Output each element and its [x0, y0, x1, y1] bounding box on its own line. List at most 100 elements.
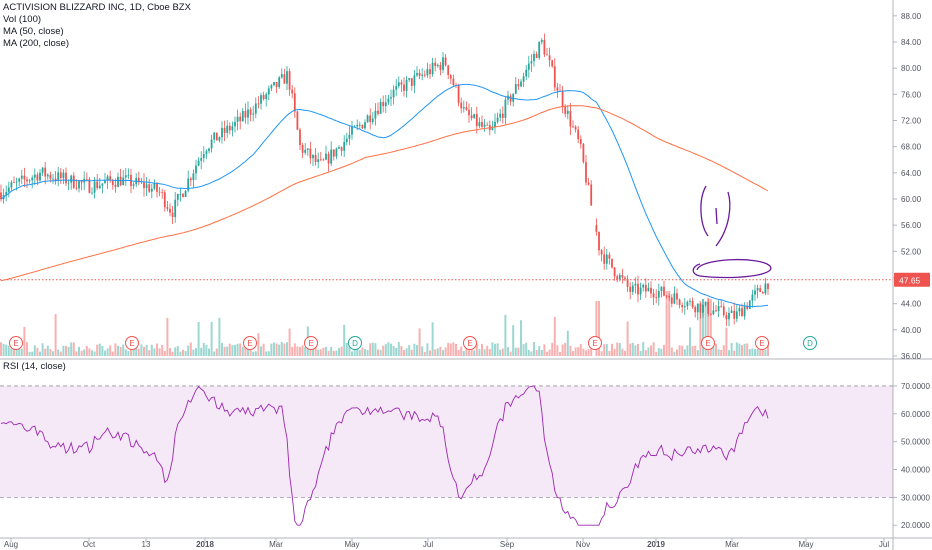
candle-body	[540, 39, 543, 43]
volume-bar	[574, 347, 577, 356]
volume-bar	[179, 351, 182, 356]
candle-body	[501, 113, 504, 118]
candle-body	[400, 82, 403, 85]
volume-bar	[741, 345, 743, 356]
volume-bar	[447, 342, 450, 356]
volume-bar	[644, 350, 647, 356]
candle-body	[65, 172, 67, 184]
candle-body	[748, 300, 751, 309]
volume-bar	[15, 346, 18, 356]
volume-bar	[395, 347, 398, 356]
volume-bar	[761, 347, 764, 356]
candle-body	[439, 64, 442, 70]
candle-body	[161, 191, 164, 193]
candle-body	[150, 188, 153, 192]
volume-bar	[631, 342, 634, 356]
earnings-marker	[588, 336, 602, 350]
volume-bar	[499, 349, 502, 356]
candle-body	[694, 307, 697, 313]
candle-body	[600, 250, 603, 255]
volume-bar	[182, 349, 184, 356]
candle-body	[499, 113, 502, 118]
volume-bar	[338, 347, 340, 356]
candle-body	[509, 95, 512, 102]
volume-bar	[585, 350, 587, 356]
volume-label: Vol (100)	[3, 14, 42, 25]
volume-bar	[202, 342, 205, 356]
volume-bar	[210, 321, 213, 356]
candle-body	[613, 267, 616, 277]
volume-bar	[234, 344, 236, 356]
volume-bar	[208, 348, 210, 356]
volume-bar	[553, 316, 556, 356]
candle-body	[301, 145, 304, 153]
volume-bar	[2, 343, 5, 356]
candle-body	[187, 178, 190, 191]
volume-bar	[236, 343, 239, 356]
volume-bar	[39, 351, 41, 356]
candle-body	[754, 290, 756, 295]
candle-body	[174, 199, 177, 218]
candle-body	[639, 287, 642, 295]
rsi-tick-label: 70.0000	[901, 382, 930, 391]
volume-bar	[176, 346, 179, 356]
volume-bar	[174, 347, 177, 356]
volume-bar	[683, 349, 686, 356]
volume-bar	[171, 351, 174, 356]
volume-bar	[624, 350, 626, 356]
volume-bar	[670, 347, 673, 356]
volume-bar	[88, 348, 91, 356]
volume-bar	[340, 346, 343, 356]
candle-body	[371, 118, 374, 122]
candle-body	[57, 172, 60, 181]
volume-bar	[304, 347, 307, 356]
volume-bar	[569, 345, 572, 356]
volume-bar	[397, 342, 400, 356]
candle-body	[96, 181, 99, 189]
candle-body	[517, 84, 520, 87]
candle-body	[527, 63, 530, 70]
candle-body	[78, 181, 80, 189]
current-price-label: 47.65	[899, 275, 921, 285]
marker-label: D	[352, 339, 358, 348]
volume-bar	[431, 322, 434, 356]
volume-bar	[704, 303, 707, 356]
volume-bar	[621, 348, 624, 356]
volume-bar	[52, 351, 54, 356]
candle-body	[280, 74, 283, 78]
volume-bar	[444, 347, 447, 356]
volume-bar	[117, 345, 119, 356]
candle-body	[254, 103, 257, 114]
volume-bar	[595, 301, 598, 356]
candle-body	[46, 174, 49, 177]
price-tick-label: 72.00	[901, 117, 922, 126]
volume-bar	[652, 342, 655, 356]
candle-body	[231, 126, 234, 131]
volume-bar	[642, 342, 645, 356]
volume-bar	[501, 348, 504, 356]
volume-bar	[145, 344, 148, 356]
volume-bar	[715, 343, 717, 356]
volume-bar	[390, 343, 392, 356]
marker-label: E	[705, 339, 710, 348]
volume-bar	[70, 342, 73, 356]
volume-bar	[486, 345, 489, 356]
volume-bar	[639, 350, 642, 356]
candle-body	[319, 159, 322, 161]
volume-bar	[218, 317, 221, 356]
volume-bar	[673, 351, 676, 356]
volume-bar	[286, 342, 288, 356]
candle-body	[179, 193, 182, 195]
candle-body	[330, 149, 333, 164]
ma50-line	[0, 83, 769, 308]
volume-bar	[361, 347, 364, 356]
candle-body	[28, 180, 31, 182]
volume-bar	[657, 348, 660, 356]
volume-bar	[153, 348, 156, 356]
volume-bar	[460, 346, 463, 356]
volume-bar	[387, 342, 390, 356]
earnings-marker	[125, 336, 139, 350]
volume-bar	[426, 343, 429, 356]
volume-bar	[28, 351, 31, 356]
